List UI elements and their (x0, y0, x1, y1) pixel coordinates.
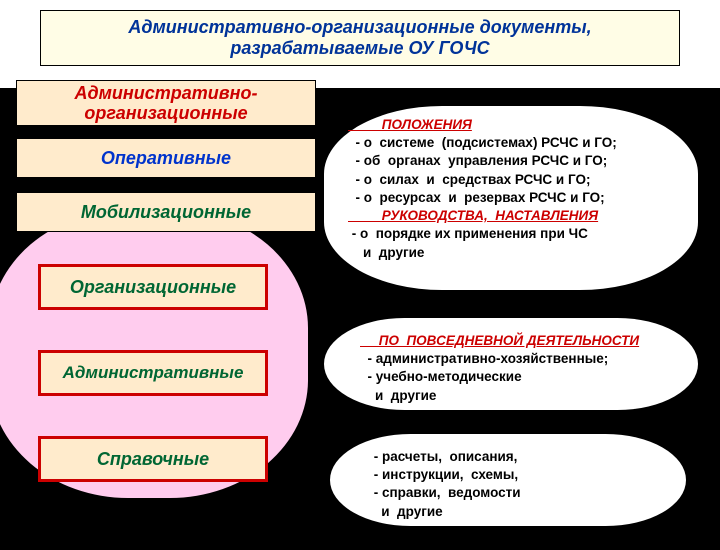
callout1-l1: - о системе (подсистемах) РСЧС и ГО; (348, 134, 674, 152)
panel-mobilization-label: Мобилизационные (81, 202, 251, 222)
callout3-l1: - расчеты, описания, (370, 448, 656, 466)
callout1-l4: - о ресурсах и резервах РСЧС и ГО; (348, 189, 674, 207)
callout2-hdr: ПО ПОВСЕДНЕВНОЙ ДЕЯТЕЛЬНОСТИ (360, 332, 670, 350)
callout3-l3: - справки, ведомости (370, 484, 656, 502)
panel-admin-org: Административно- организационные (16, 80, 316, 126)
title-line1: Административно-организационные документ… (128, 17, 591, 37)
callout1-l6: и другие (348, 244, 674, 262)
panel-operational: Оперативные (16, 138, 316, 178)
callout1-l5: - о порядке их применения при ЧС (348, 225, 674, 243)
callout2-l2: - учебно-методические (360, 368, 670, 386)
callout1-hdr2: РУКОВОДСТВА, НАСТАВЛЕНИЯ (348, 207, 674, 225)
category-administrative-label: Административные (63, 363, 244, 383)
category-organizational-label: Организационные (70, 277, 236, 298)
callout1-l2: - об органах управления РСЧС и ГО; (348, 152, 674, 170)
callout3-l2: - инструкции, схемы, (370, 466, 656, 484)
page-title: Административно-организационные документ… (40, 10, 680, 66)
main-canvas: Административно- организационные Операти… (0, 88, 720, 550)
callout1-hdr1: ПОЛОЖЕНИЯ (348, 116, 674, 134)
callout3-l4: и другие (370, 503, 656, 521)
callout-reference: - расчеты, описания, - инструкции, схемы… (328, 432, 688, 528)
callout-administrative: ПО ПОВСЕДНЕВНОЙ ДЕЯТЕЛЬНОСТИ - администр… (322, 316, 700, 412)
title-line2: разрабатываемые ОУ ГОЧС (230, 38, 489, 58)
category-reference-label: Справочные (97, 449, 209, 470)
callout2-l1: - административно-хозяйственные; (360, 350, 670, 368)
callout-organizational: ПОЛОЖЕНИЯ - о системе (подсистемах) РСЧС… (322, 104, 700, 292)
callout1-l3: - о силах и средствах РСЧС и ГО; (348, 171, 674, 189)
category-organizational: Организационные (38, 264, 268, 310)
category-reference: Справочные (38, 436, 268, 482)
category-administrative: Административные (38, 350, 268, 396)
panel-operational-label: Оперативные (101, 148, 231, 168)
callout2-l3: и другие (360, 387, 670, 405)
panel-mobilization: Мобилизационные (16, 192, 316, 232)
panel-admin-org-label: Административно- организационные (74, 83, 257, 123)
